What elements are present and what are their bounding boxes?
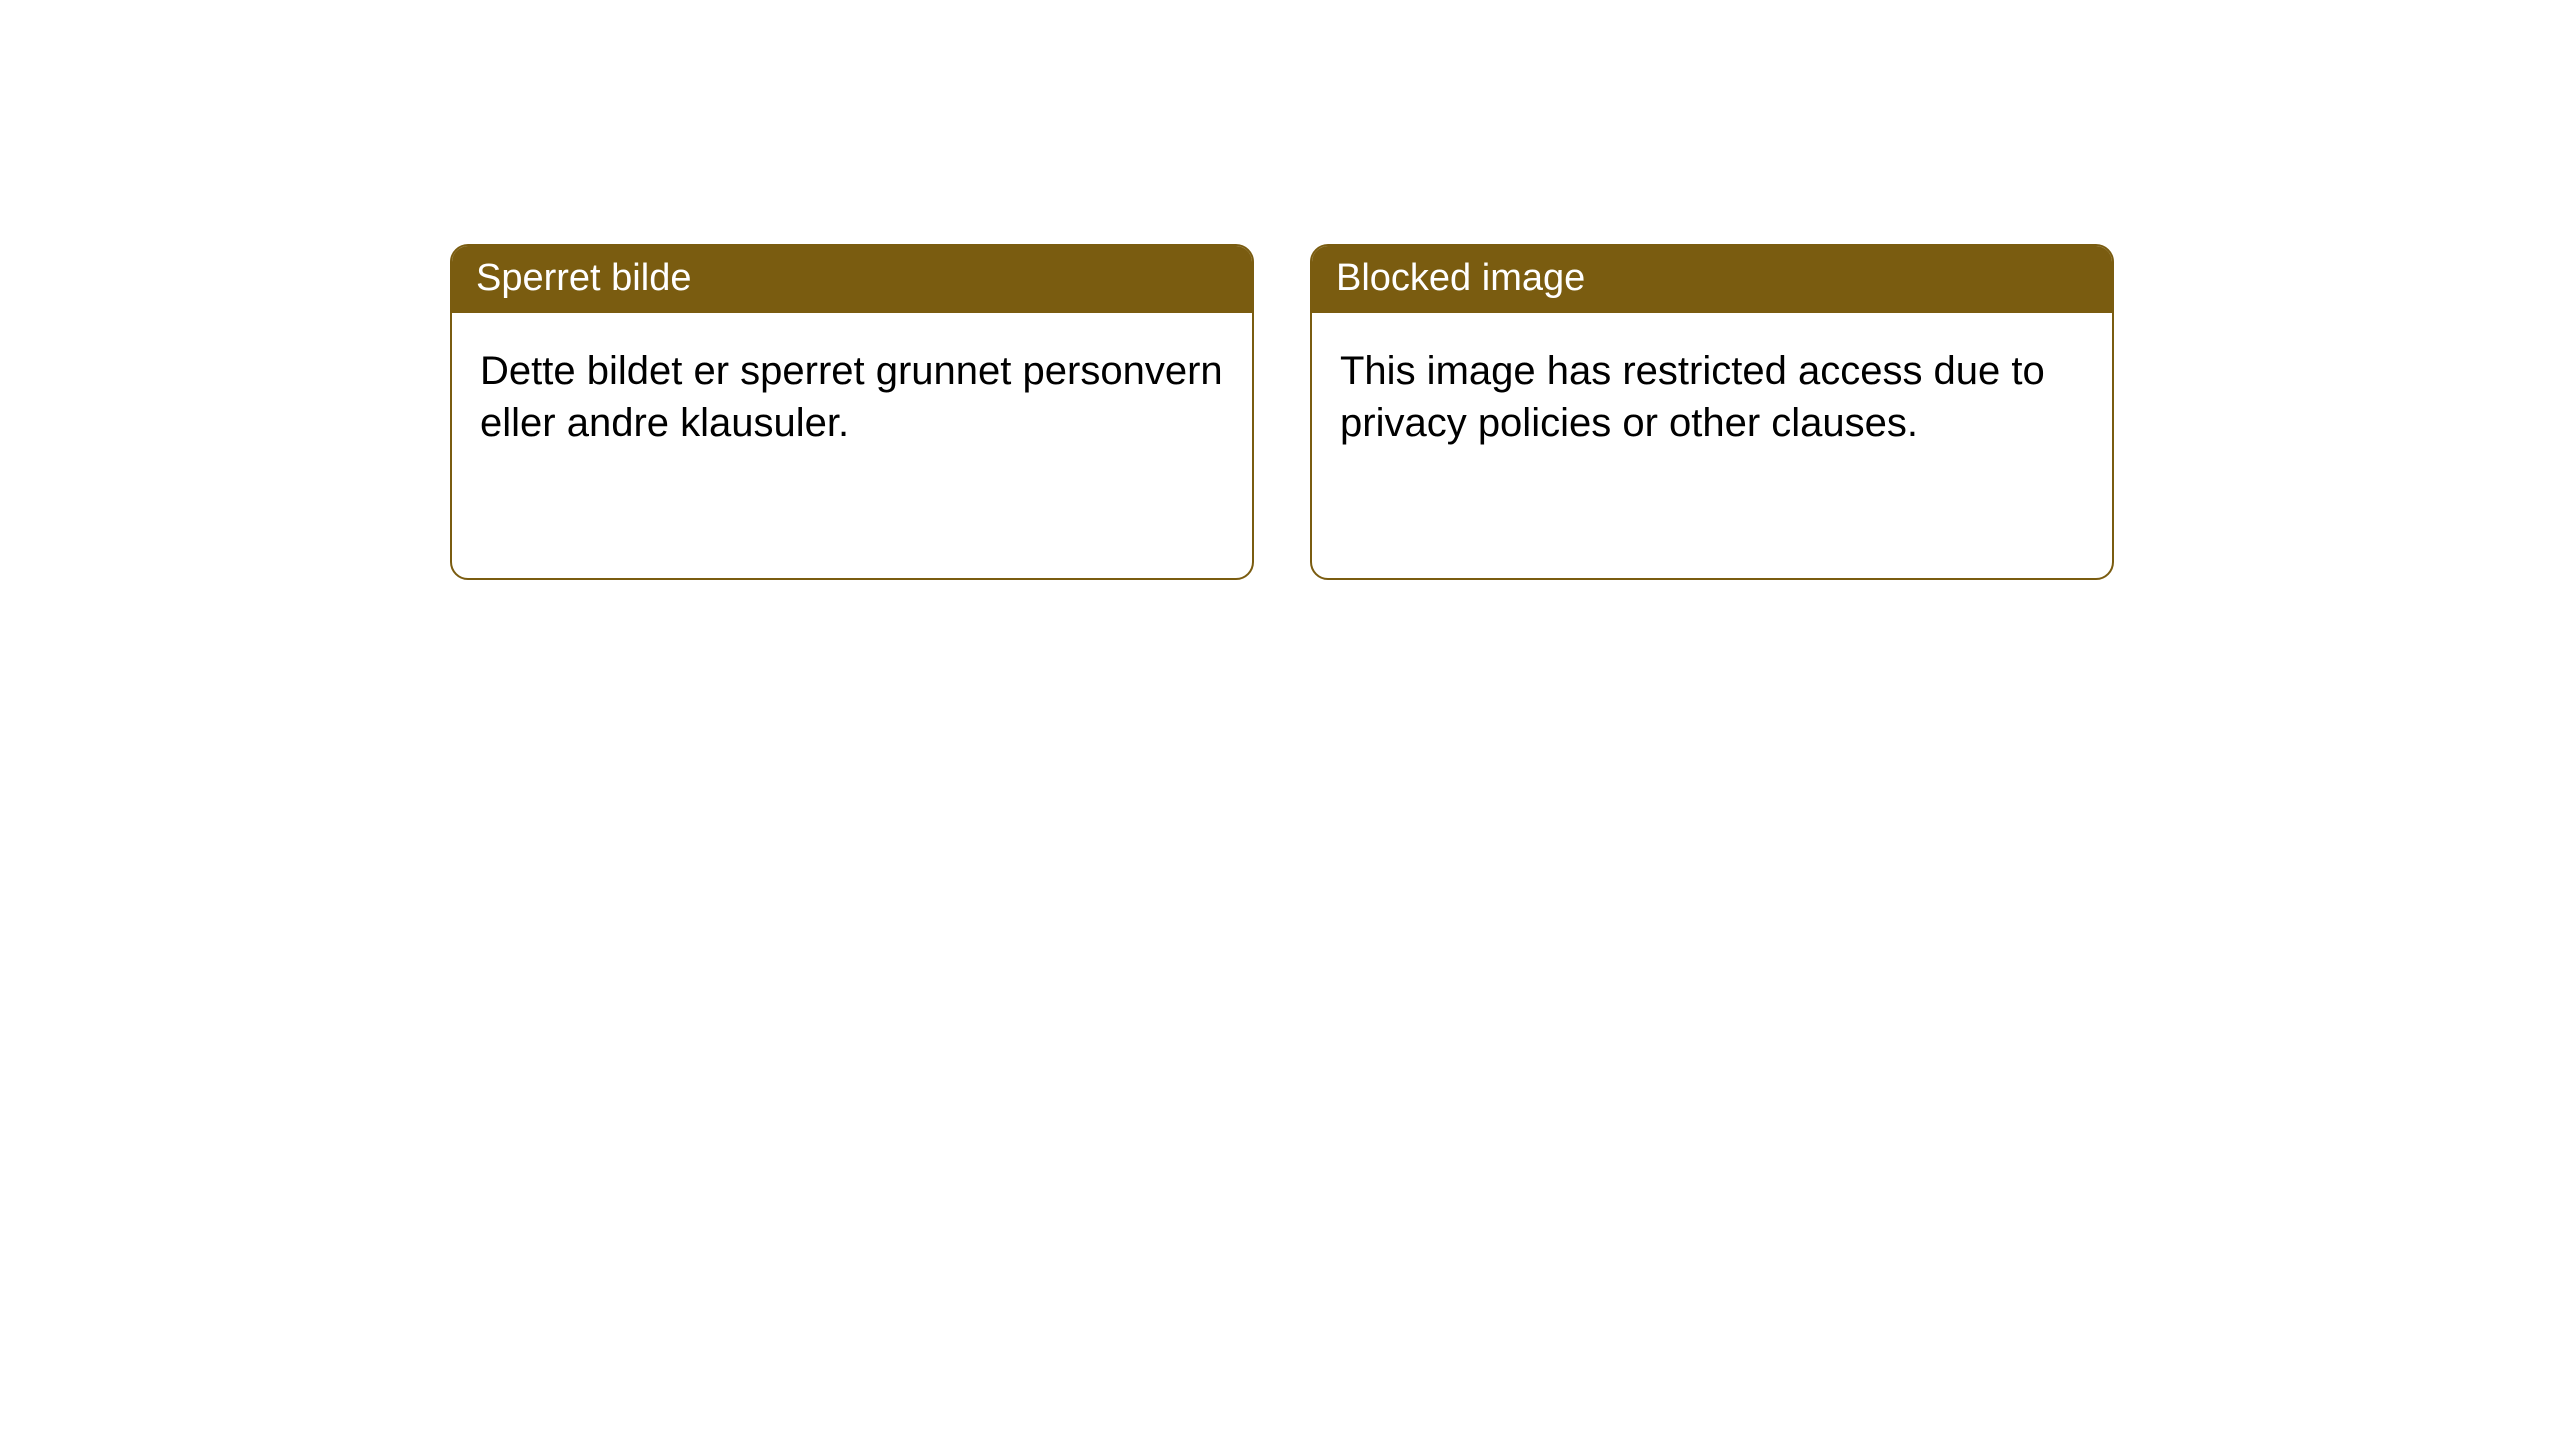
card-header-no: Sperret bilde (452, 246, 1252, 313)
card-body-en: This image has restricted access due to … (1312, 313, 2112, 481)
blocked-image-card-en: Blocked image This image has restricted … (1310, 244, 2114, 580)
card-header-en: Blocked image (1312, 246, 2112, 313)
blocked-image-card-no: Sperret bilde Dette bildet er sperret gr… (450, 244, 1254, 580)
card-body-no: Dette bildet er sperret grunnet personve… (452, 313, 1252, 481)
card-container: Sperret bilde Dette bildet er sperret gr… (0, 0, 2560, 580)
